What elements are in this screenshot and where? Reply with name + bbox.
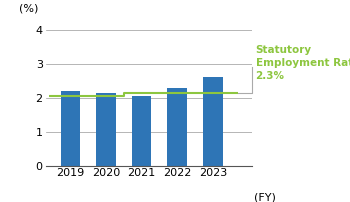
Bar — [132, 96, 152, 166]
Bar — [203, 77, 223, 166]
Bar — [96, 93, 116, 166]
Text: (FY): (FY) — [254, 193, 276, 202]
Text: Statutory
Employment Rate
2.3%: Statutory Employment Rate 2.3% — [256, 45, 350, 81]
Text: (%): (%) — [19, 3, 38, 13]
Bar — [61, 91, 80, 166]
Bar — [167, 87, 187, 166]
